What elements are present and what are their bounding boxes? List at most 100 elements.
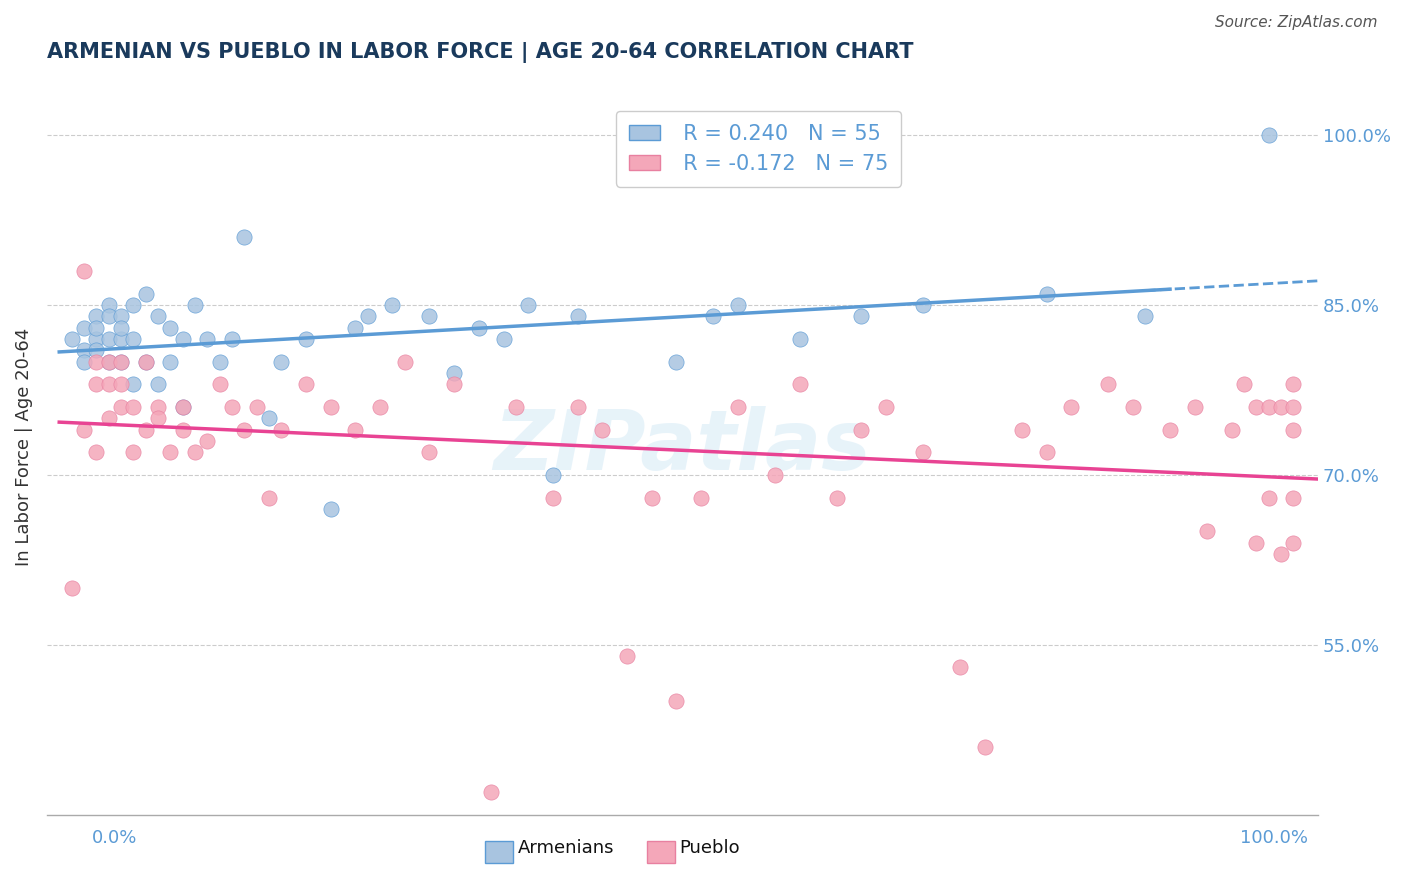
Point [172, 332, 194, 346]
Point [851, 423, 873, 437]
Point [84, 320, 107, 334]
Point [221, 400, 243, 414]
Point [1159, 423, 1181, 437]
Point [135, 423, 157, 437]
Point [789, 377, 811, 392]
Point [1282, 536, 1305, 550]
Point [763, 467, 786, 482]
Point [97, 354, 120, 368]
Point [1135, 310, 1157, 324]
Point [270, 354, 292, 368]
Point [1282, 491, 1305, 505]
Point [1246, 400, 1268, 414]
Text: 100.0%: 100.0% [1240, 829, 1308, 847]
Point [73, 423, 96, 437]
Point [727, 298, 749, 312]
Point [110, 320, 132, 334]
Point [84, 343, 107, 358]
Point [110, 354, 132, 368]
Point [567, 400, 589, 414]
Point [84, 377, 107, 392]
Point [208, 377, 231, 392]
Point [443, 377, 465, 392]
Point [60, 332, 83, 346]
Point [97, 332, 120, 346]
Point [949, 660, 972, 674]
Point [60, 581, 83, 595]
Legend:   R = 0.240   N = 55,   R = -0.172   N = 75: R = 0.240 N = 55, R = -0.172 N = 75 [616, 112, 901, 186]
Point [505, 400, 527, 414]
Point [172, 423, 194, 437]
Point [73, 354, 96, 368]
Point [381, 298, 404, 312]
Text: Pueblo: Pueblo [679, 838, 740, 856]
Point [394, 354, 416, 368]
Point [195, 332, 218, 346]
Point [727, 400, 749, 414]
Text: ARMENIAN VS PUEBLO IN LABOR FORCE | AGE 20-64 CORRELATION CHART: ARMENIAN VS PUEBLO IN LABOR FORCE | AGE … [46, 42, 914, 62]
Point [73, 343, 96, 358]
Point [135, 286, 157, 301]
Point [84, 310, 107, 324]
Point [1257, 400, 1279, 414]
Point [1233, 377, 1256, 392]
Point [1282, 423, 1305, 437]
Point [640, 491, 662, 505]
Point [1282, 377, 1305, 392]
Point [1282, 400, 1305, 414]
Point [973, 739, 995, 754]
Point [567, 310, 589, 324]
Point [468, 320, 491, 334]
Point [479, 785, 502, 799]
Point [492, 332, 515, 346]
Text: Source: ZipAtlas.com: Source: ZipAtlas.com [1215, 15, 1378, 29]
Point [97, 377, 120, 392]
Point [1035, 445, 1057, 459]
Point [159, 445, 181, 459]
Point [159, 320, 181, 334]
Text: Armenians: Armenians [517, 838, 614, 856]
Point [97, 298, 120, 312]
Point [110, 354, 132, 368]
Point [233, 423, 256, 437]
Point [122, 377, 145, 392]
Point [591, 423, 613, 437]
Point [146, 310, 169, 324]
Point [1257, 128, 1279, 143]
Point [97, 354, 120, 368]
Point [257, 491, 280, 505]
Point [418, 310, 440, 324]
Point [665, 354, 688, 368]
Point [912, 298, 935, 312]
Point [344, 423, 367, 437]
Point [73, 320, 96, 334]
Point [195, 434, 218, 448]
Point [1122, 400, 1144, 414]
Point [517, 298, 540, 312]
Point [1246, 536, 1268, 550]
Point [690, 491, 713, 505]
Point [122, 332, 145, 346]
Point [84, 445, 107, 459]
Point [295, 377, 318, 392]
Point [84, 354, 107, 368]
Point [1197, 524, 1219, 539]
Point [221, 332, 243, 346]
Point [122, 445, 145, 459]
Point [110, 400, 132, 414]
Point [851, 310, 873, 324]
Point [295, 332, 318, 346]
Point [541, 491, 564, 505]
Point [702, 310, 724, 324]
Point [912, 445, 935, 459]
Point [146, 400, 169, 414]
Point [319, 400, 342, 414]
Point [172, 400, 194, 414]
Point [368, 400, 391, 414]
Point [233, 230, 256, 244]
Point [84, 332, 107, 346]
Point [1184, 400, 1206, 414]
Point [270, 423, 292, 437]
Y-axis label: In Labor Force | Age 20-64: In Labor Force | Age 20-64 [15, 327, 32, 566]
Point [789, 332, 811, 346]
